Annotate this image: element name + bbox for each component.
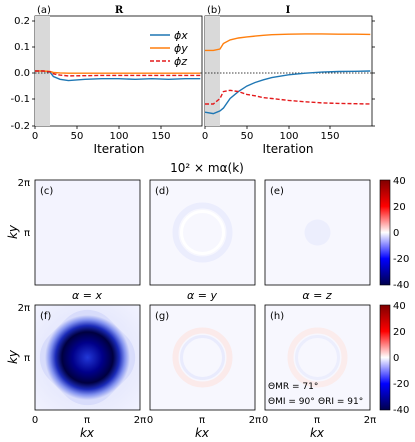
heatmap-title: 10² × mα(k) (170, 161, 244, 175)
legend-label-phix: ϕx (174, 29, 188, 42)
colorbar-bottom-tick: -20 (393, 379, 409, 390)
column-label-alpha-z: α = z (302, 289, 331, 302)
panel-b-shade (205, 16, 220, 126)
colorbar-top-gradient (379, 179, 391, 286)
panel-b-series-phix-line (204, 70, 371, 115)
heatmap-panel-g (149, 304, 256, 411)
colorbar-bottom-tick: 0 (393, 353, 399, 364)
heatmap-row2-ytick-2pi: 2π (18, 303, 30, 314)
panel-a-xtick-label: 50 (71, 131, 84, 142)
panel-a-ytick-label: 0.2 (14, 16, 30, 27)
heatmap-panel-h (264, 304, 371, 411)
panel-b-line-chart: (b) I Iteration 0 50 100 150 (202, 5, 375, 156)
panel-b-xtick-label: 150 (320, 131, 339, 142)
colorbar-bottom-tick: 40 (393, 301, 406, 312)
colorbar-bottom-tick: -40 (393, 405, 409, 416)
heatmap-panel-d (149, 179, 256, 286)
heatmap-panel-g-ring (172, 327, 233, 388)
heatmap-h-xlabel: kx (310, 426, 325, 440)
colorbar-top-tick: 40 (393, 176, 406, 187)
panel-a-ytick-label: -0.1 (10, 94, 30, 105)
colorbar-top-tick: -20 (393, 254, 409, 265)
heatmap-row-1: (c) (d) (e) 2π π ky (6, 178, 371, 286)
heatmap-panel-g-inner-ring (180, 335, 225, 380)
heatmap-row1-ylabel: ky (6, 224, 20, 239)
panel-b-series-phiy-line (205, 33, 371, 52)
heatmap-panel-h-ring (287, 327, 348, 388)
heatmap-panel-d-inner-ring (180, 210, 225, 255)
heatmap-f-xtick-2pi: 2π (134, 415, 146, 426)
annotation-theta-mr: ΘMR = 71° (268, 382, 318, 392)
colorbar-top-tick: -40 (393, 280, 409, 291)
colorbar-bottom-tick: 20 (393, 327, 406, 338)
heatmap-x-axis: 0 π 2π 0 π 2π 0 π 2π kx kx kx (32, 415, 376, 440)
legend-label-phiz: ϕz (174, 55, 187, 68)
panel-b-xticks: 0 50 100 150 (202, 126, 340, 142)
heatmap-row1-ytick-pi: π (24, 228, 30, 239)
heatmap-g-xtick-pi: π (199, 415, 205, 426)
heatmap-h-xtick-2pi: 2π (364, 415, 376, 426)
heatmap-panel-d-ring (172, 202, 233, 263)
panel-a-xlabel: Iteration (94, 142, 145, 156)
panel-b-series-phiz-line (205, 89, 371, 105)
heatmap-panel-d-label: (d) (155, 186, 169, 197)
column-label-alpha-y: α = y (187, 289, 217, 302)
heatmap-row-2: (f) (g) (h) ΘMR = 71° ΘMI = 90° ΘRI = 91… (6, 303, 371, 411)
legend-label-phiy: ϕy (174, 42, 188, 55)
legend: ϕx ϕy ϕz (150, 29, 188, 68)
heatmap-panel-c (34, 179, 141, 286)
panel-a-xticks: 0 50 100 150 (32, 126, 171, 142)
panel-a-xtick-label: 150 (151, 131, 170, 142)
panel-a-series-phiz-line (35, 70, 201, 77)
heatmap-f-xtick-pi: π (84, 415, 90, 426)
colorbar-bottom-gradient (379, 304, 391, 411)
panel-a-xtick-label: 100 (109, 131, 128, 142)
colorbar-top: 40 20 0 -20 -40 (379, 176, 409, 291)
colorbar-top-tick: 20 (393, 202, 406, 213)
heatmap-row2-ylabel: ky (6, 349, 20, 364)
heatmap-panel-e-blob (304, 219, 331, 246)
panel-b-lines (204, 33, 371, 115)
annotation-theta-ri: ΘRI = 91° (318, 397, 363, 407)
panel-a-label: (a) (37, 5, 51, 16)
heatmap-g-xtick-2pi: 2π (249, 415, 261, 426)
heatmap-panel-h-label: (h) (270, 311, 284, 322)
panel-a-line-chart: (a) R Iteration 0 50 100 150 -0.2 -0.1 0… (10, 5, 203, 156)
heatmap-h-xtick-0: 0 (262, 415, 268, 426)
panel-b-xtick-label: 50 (241, 131, 254, 142)
panel-a-lines (35, 70, 201, 82)
panel-a-ytick-label: -0.2 (10, 121, 30, 132)
heatmap-panel-e-label: (e) (270, 186, 284, 197)
colorbar-top-tick: 0 (393, 228, 399, 239)
panel-b-xtick-label: 0 (202, 131, 208, 142)
annotation-theta-mi: ΘMI = 90° (268, 397, 315, 407)
heatmap-g-xlabel: kx (195, 426, 210, 440)
heatmap-panel-g-label: (g) (155, 311, 169, 322)
heatmap-panel-c-label: (c) (40, 186, 53, 197)
heatmap-row2-ytick-pi: π (24, 353, 30, 364)
panel-a-xtick-label: 0 (32, 131, 38, 142)
heatmap-panel-f-minimum (39, 309, 136, 406)
panel-a-yticks: -0.2 -0.1 0.0 0.1 0.2 (10, 16, 35, 132)
panel-a-series-phix-line (35, 70, 201, 82)
column-label-alpha-x: α = x (72, 289, 102, 302)
panel-b-xtick-label: 100 (279, 131, 298, 142)
heatmap-f-xtick-0: 0 (32, 415, 38, 426)
panel-b-label: (b) (207, 5, 221, 16)
panel-b-right-ticks (372, 20, 375, 127)
panel-a-ytick-label: 0.1 (14, 42, 30, 53)
panel-b-title: I (286, 5, 291, 16)
colorbar-bottom: 40 20 0 -20 -40 (379, 301, 409, 416)
heatmap-row1-ytick-2pi: 2π (18, 178, 30, 189)
panel-a-ytick-label: 0.0 (14, 68, 30, 79)
heatmap-f-xlabel: kx (80, 426, 95, 440)
panel-a-series-phiy-line (35, 70, 201, 74)
heatmap-panel-h-inner-ring (295, 335, 340, 380)
heatmap-h-xtick-pi: π (314, 415, 320, 426)
heatmap-g-xtick-0: 0 (147, 415, 153, 426)
panel-a-title: R (115, 5, 124, 16)
heatmap-panel-f-label: (f) (40, 311, 51, 322)
panel-b-xlabel: Iteration (263, 142, 314, 156)
